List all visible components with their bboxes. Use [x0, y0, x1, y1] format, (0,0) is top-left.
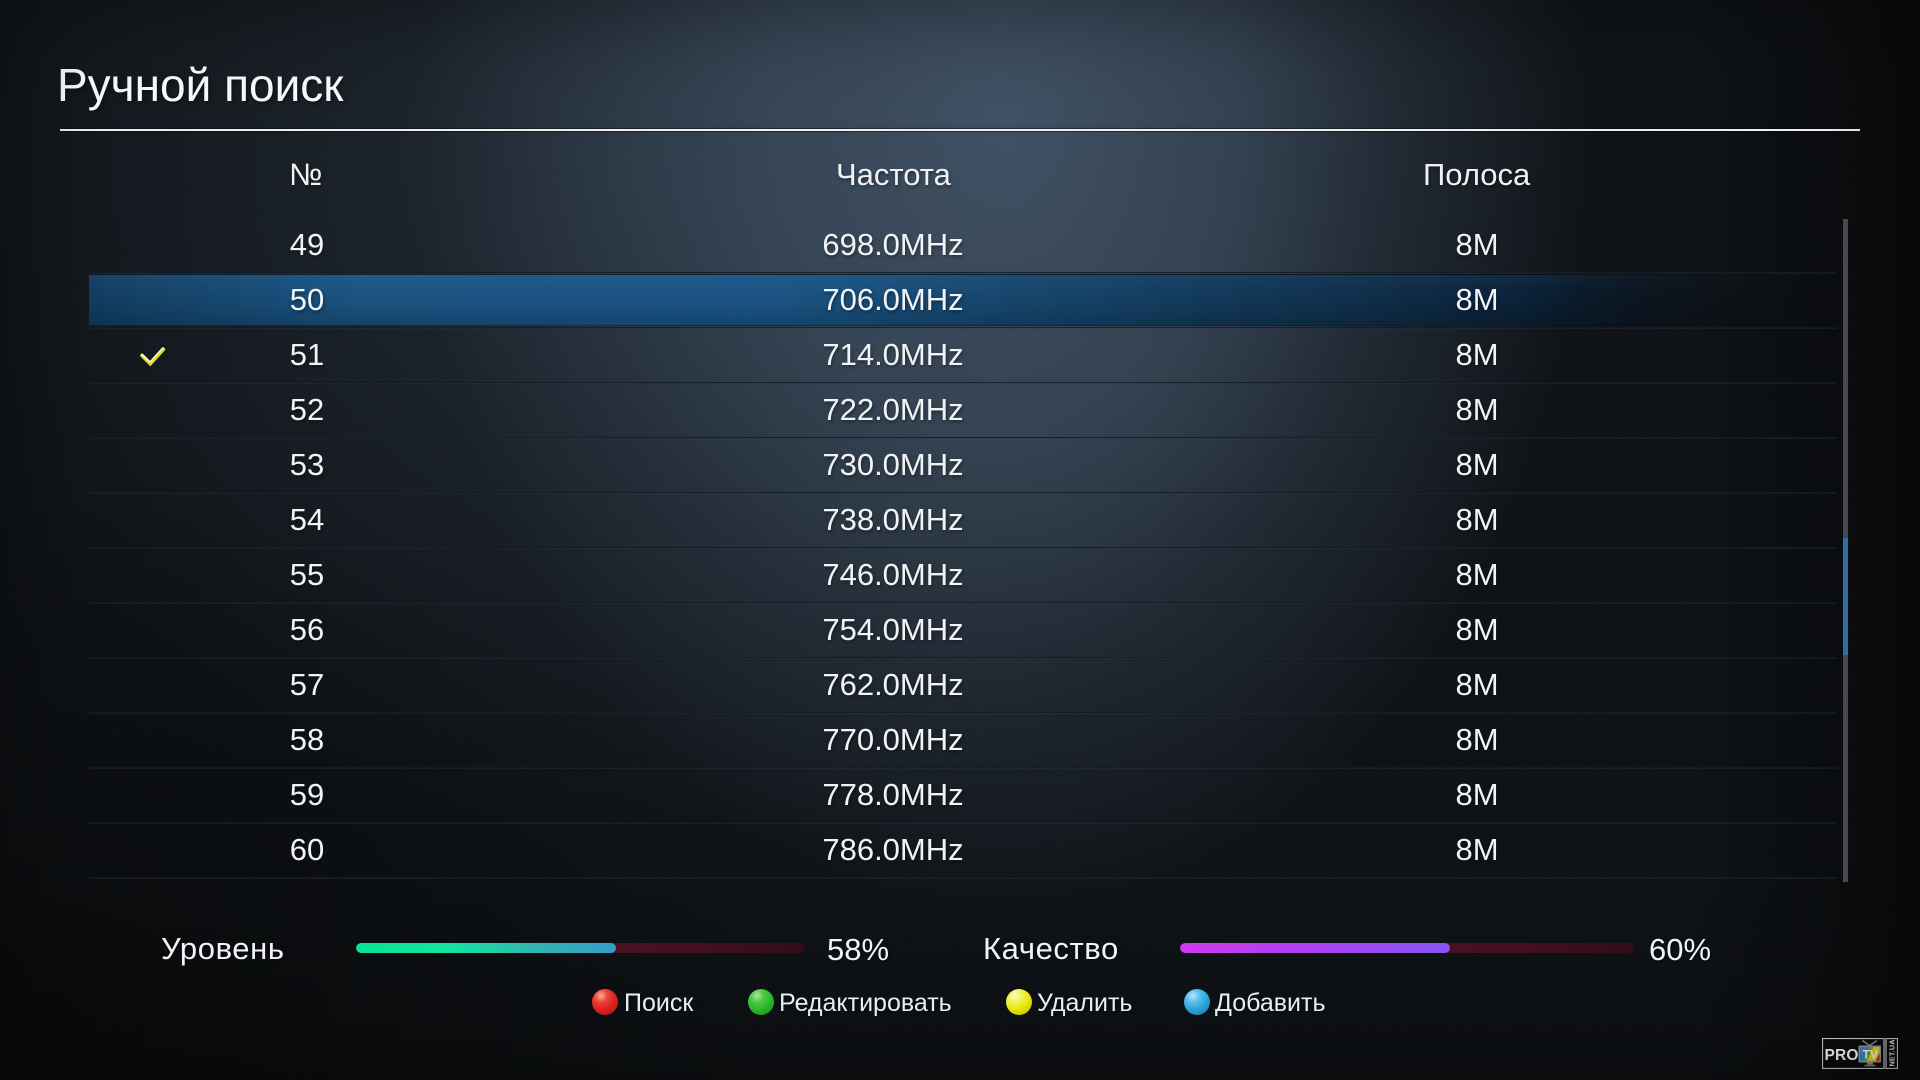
svg-text:TV: TV	[1863, 1048, 1878, 1062]
svg-text:PRO: PRO	[1825, 1047, 1859, 1064]
svg-text:NET.UA: NET.UA	[1888, 1039, 1897, 1066]
